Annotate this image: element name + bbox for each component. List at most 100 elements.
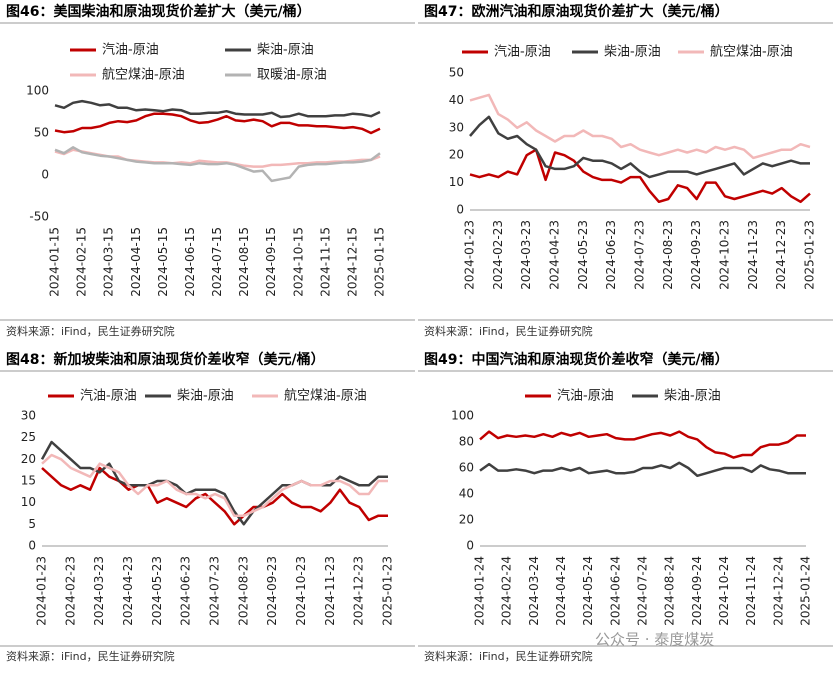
y-tick-label: 80 bbox=[459, 435, 474, 449]
x-tick-label: 2024-10-15 bbox=[291, 227, 305, 297]
y-tick-label: 15 bbox=[21, 474, 36, 488]
x-tick-label: 2024-10-23 bbox=[718, 220, 732, 290]
x-tick-label: 2024-09-15 bbox=[264, 227, 278, 297]
x-tick-label: 2024-07-23 bbox=[208, 556, 222, 626]
x-tick-label: 2024-09-23 bbox=[265, 556, 279, 626]
x-tick-label: 2024-12-15 bbox=[345, 227, 359, 297]
x-tick-label: 2024-01-23 bbox=[35, 556, 49, 626]
source: 资料来源：iFind，民生证券研究院 bbox=[6, 649, 175, 663]
y-tick-label: -50 bbox=[29, 210, 49, 224]
x-tick-label: 2024-11-23 bbox=[323, 556, 337, 626]
legend-label: 航空煤油-原油 bbox=[710, 44, 793, 60]
legend-label: 航空煤油-原油 bbox=[102, 67, 185, 83]
x-tick-label: 2024-09-24 bbox=[690, 556, 704, 626]
x-tick-label: 2025-01-23 bbox=[803, 220, 817, 290]
x-tick-label: 2024-08-23 bbox=[661, 220, 675, 290]
x-tick-label: 2024-01-23 bbox=[463, 220, 477, 290]
series-line bbox=[41, 453, 388, 517]
x-tick-label: 2024-01-24 bbox=[473, 556, 487, 626]
legend-label: 汽油-原油 bbox=[80, 389, 137, 404]
y-tick-label: 20 bbox=[449, 148, 464, 162]
y-tick-label: 30 bbox=[21, 409, 36, 423]
x-tick-label: 2024-10-23 bbox=[294, 556, 308, 626]
y-tick-label: 20 bbox=[459, 513, 474, 527]
y-tick-label: 50 bbox=[449, 66, 464, 80]
x-tick-label: 2024-05-23 bbox=[576, 220, 590, 290]
x-tick-label: 2024-03-24 bbox=[527, 556, 541, 626]
x-tick-label: 2024-12-24 bbox=[771, 556, 785, 626]
legend-label: 取暖油-原油 bbox=[257, 68, 327, 83]
series-line bbox=[469, 93, 811, 160]
y-tick-label: 0 bbox=[466, 539, 474, 553]
x-tick-label: 2024-04-24 bbox=[554, 556, 568, 626]
x-tick-label: 2024-05-24 bbox=[581, 556, 595, 626]
x-tick-label: 2024-02-24 bbox=[500, 556, 514, 626]
x-tick-label: 2024-07-24 bbox=[636, 556, 650, 626]
x-tick-label: 2024-12-23 bbox=[774, 220, 788, 290]
legend-label: 航空煤油-原油 bbox=[284, 388, 367, 404]
x-tick-label: 2024-11-15 bbox=[318, 227, 332, 297]
y-tick-label: 10 bbox=[449, 175, 464, 189]
source: 资料来源：iFind，民生证券研究院 bbox=[6, 324, 175, 338]
y-tick-label: 0 bbox=[28, 539, 36, 553]
chart-title: 图46：美国柴油和原油现货价差扩大（美元/桶） bbox=[6, 3, 311, 20]
y-tick-label: 10 bbox=[21, 495, 36, 509]
x-tick-label: 2024-08-15 bbox=[237, 227, 251, 297]
x-tick-label: 2024-06-23 bbox=[179, 556, 193, 626]
x-tick-label: 2024-02-23 bbox=[491, 220, 505, 290]
chart-title: 图48：新加坡柴油和原油现货价差收窄（美元/桶） bbox=[6, 351, 325, 368]
y-tick-label: 40 bbox=[459, 487, 474, 501]
x-tick-label: 2024-11-23 bbox=[746, 220, 760, 290]
x-tick-label: 2024-05-23 bbox=[150, 556, 164, 626]
x-tick-label: 2024-08-24 bbox=[663, 556, 677, 626]
legend-label: 柴油-原油 bbox=[604, 45, 661, 60]
x-tick-label: 2024-08-23 bbox=[236, 556, 250, 626]
x-tick-label: 2024-04-15 bbox=[129, 227, 143, 297]
source: 资料来源：iFind，民生证券研究院 bbox=[424, 324, 593, 338]
x-tick-label: 2025-01-23 bbox=[381, 556, 395, 626]
chart-title: 图49：中国汽油和原油现货价差收窄（美元/桶） bbox=[424, 351, 729, 368]
y-tick-label: 30 bbox=[449, 120, 464, 134]
x-tick-label: 2024-04-23 bbox=[121, 556, 135, 626]
x-tick-label: 2024-10-24 bbox=[717, 556, 731, 626]
x-tick-label: 2024-03-15 bbox=[102, 227, 116, 297]
y-tick-label: 50 bbox=[34, 126, 49, 140]
x-tick-label: 2024-03-23 bbox=[519, 220, 533, 290]
x-tick-label: 2024-06-24 bbox=[608, 556, 622, 626]
x-tick-label: 2024-09-23 bbox=[689, 220, 703, 290]
series-line bbox=[54, 99, 381, 119]
chart-title: 图47：欧洲汽油和原油现货价差扩大（美元/桶） bbox=[424, 3, 729, 20]
x-tick-label: 2024-07-23 bbox=[633, 220, 647, 290]
x-tick-label: 2025-01-15 bbox=[373, 227, 387, 297]
series-line bbox=[54, 146, 381, 183]
x-tick-label: 2024-06-15 bbox=[183, 227, 197, 297]
legend-label: 柴油-原油 bbox=[177, 389, 234, 404]
legend-label: 汽油-原油 bbox=[102, 43, 159, 58]
y-tick-label: 0 bbox=[456, 203, 464, 217]
y-tick-label: 40 bbox=[449, 93, 464, 107]
x-tick-label: 2024-04-23 bbox=[548, 220, 562, 290]
x-tick-label: 2024-12-23 bbox=[352, 556, 366, 626]
watermark: 公众号 · 泰度煤炭 bbox=[595, 631, 714, 649]
source: 资料来源：iFind，民生证券研究院 bbox=[424, 649, 593, 663]
legend-label: 汽油-原油 bbox=[494, 45, 551, 60]
x-tick-label: 2025-01-24 bbox=[799, 556, 813, 626]
series-line bbox=[479, 461, 806, 478]
x-tick-label: 2024-01-15 bbox=[48, 227, 62, 297]
x-tick-label: 2024-05-15 bbox=[156, 227, 170, 297]
series-line bbox=[54, 112, 381, 135]
x-tick-label: 2024-03-23 bbox=[92, 556, 106, 626]
series-line bbox=[41, 466, 388, 526]
y-tick-label: 5 bbox=[28, 517, 36, 531]
series-line bbox=[469, 148, 811, 204]
x-tick-label: 2024-11-24 bbox=[744, 556, 758, 626]
x-tick-label: 2024-06-23 bbox=[604, 220, 618, 290]
y-tick-label: 20 bbox=[21, 452, 36, 466]
y-tick-label: 25 bbox=[21, 430, 36, 444]
series-line bbox=[40, 440, 388, 526]
y-tick-label: 0 bbox=[41, 168, 49, 182]
y-tick-label: 60 bbox=[459, 461, 474, 475]
legend-label: 柴油-原油 bbox=[664, 389, 721, 404]
y-tick-label: 100 bbox=[451, 409, 474, 423]
